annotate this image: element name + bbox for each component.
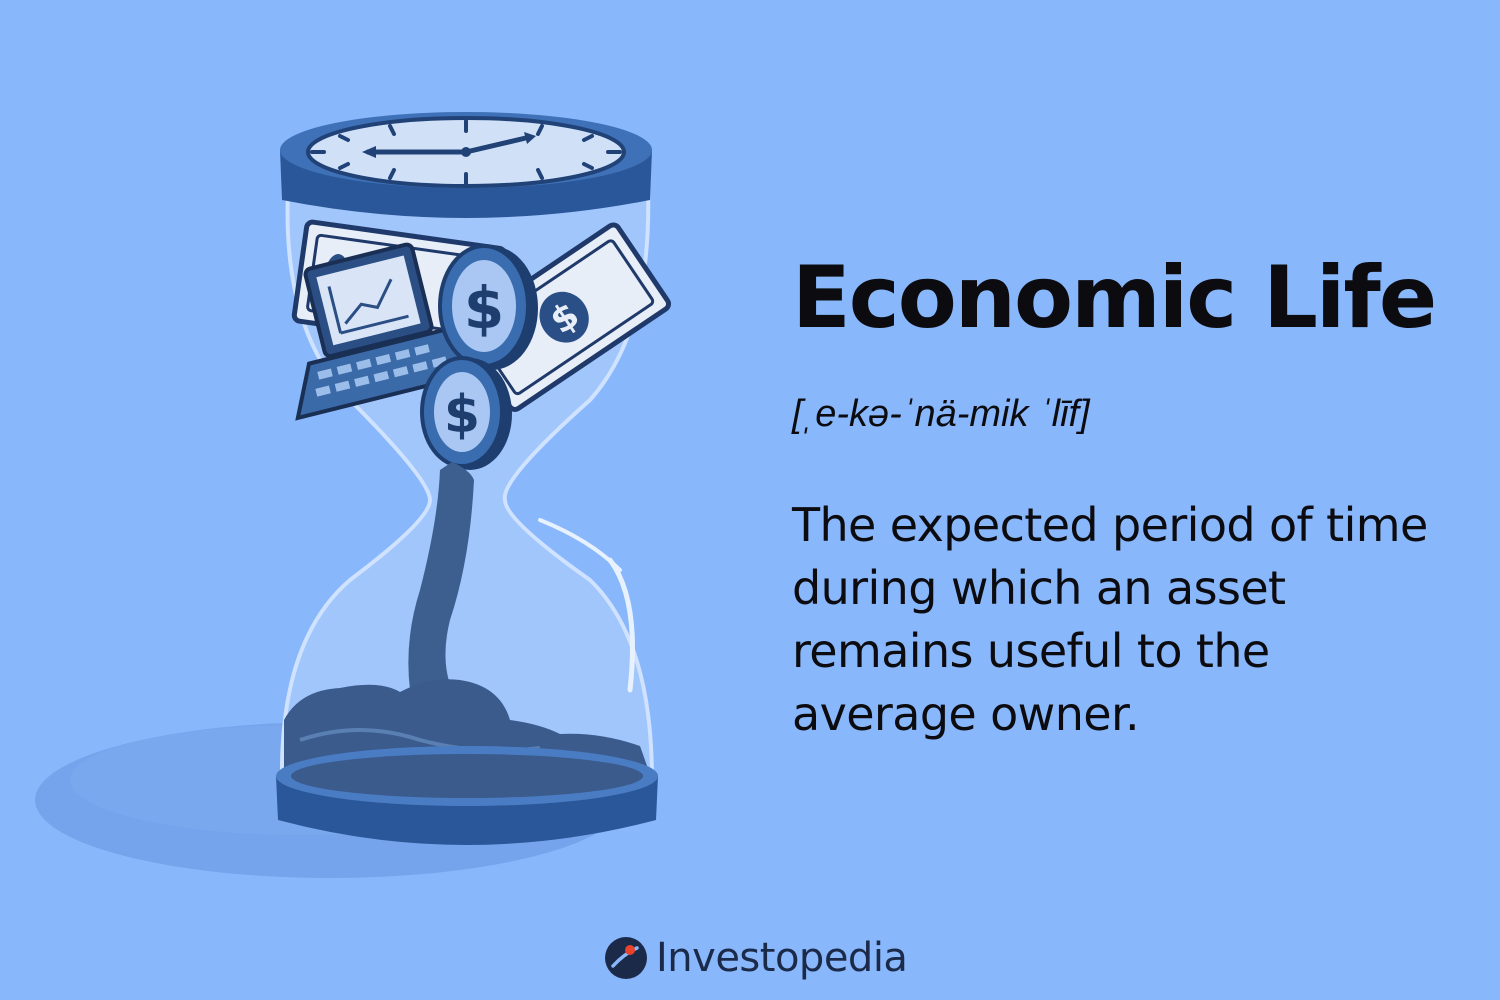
definition-text: The expected period of time during which…: [792, 498, 1428, 741]
dollar-coin-icon: $: [438, 244, 538, 370]
brand-logo: Investopedia: [604, 934, 908, 982]
pronunciation-text: [ˌe-kə-ˈnä-mik ˈlīf]: [792, 393, 1090, 435]
clock-icon: [306, 116, 626, 188]
sand-stream: [408, 462, 474, 690]
brand-wordmark: Investopedia: [656, 935, 908, 981]
investopedia-logo-icon: [605, 937, 647, 979]
definition-card: Economic Life [ˌe-kə-ˈnä-mik ˈlīf] The e…: [792, 248, 1472, 746]
term-heading: Economic Life: [792, 248, 1437, 348]
svg-text:$: $: [444, 385, 480, 445]
hourglass-base: [276, 746, 658, 845]
hourglass-illustration: $ $: [35, 112, 672, 878]
laptop-icon: [295, 242, 490, 421]
svg-text:$: $: [464, 274, 504, 342]
dollar-coin-icon: $: [420, 356, 512, 470]
